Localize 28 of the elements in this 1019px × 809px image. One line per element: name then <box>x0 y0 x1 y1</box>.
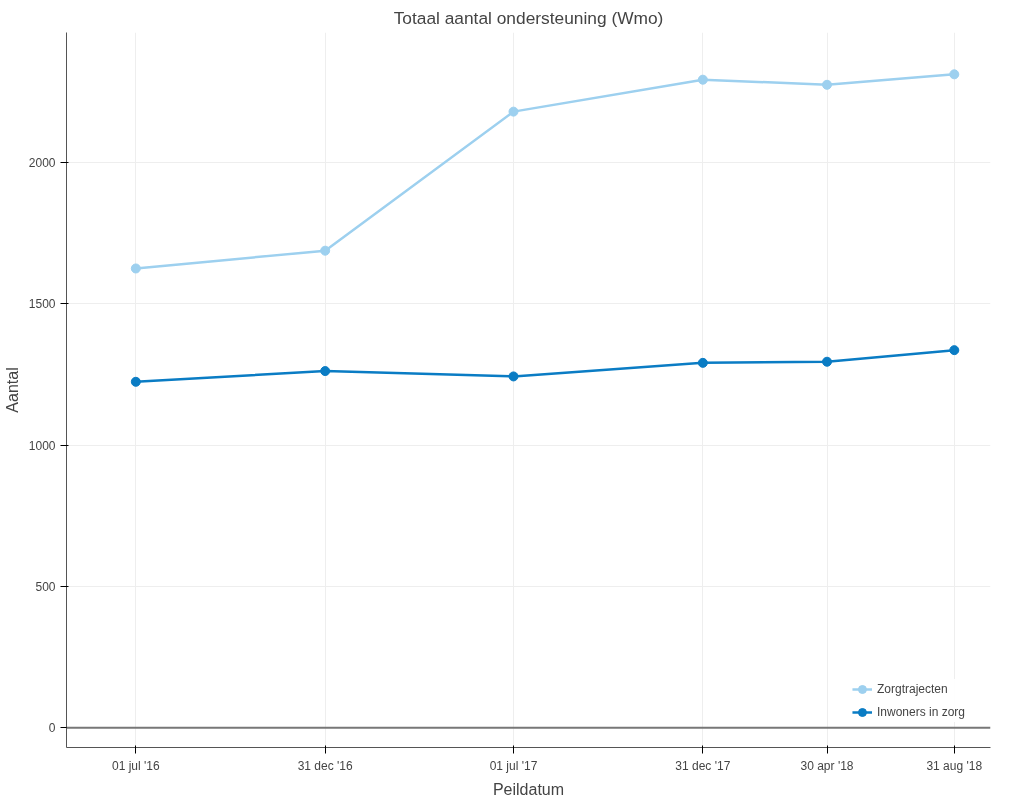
y-axis-title: Aantal <box>3 367 21 413</box>
point <box>320 245 331 256</box>
point <box>822 79 833 90</box>
legend-label: Zorgtrajecten <box>876 682 948 696</box>
point <box>130 263 141 274</box>
x-tick-label: 01 jul '17 <box>489 758 538 773</box>
point <box>508 106 519 117</box>
legend-label: Inwoners in zorg <box>876 705 965 719</box>
y-tick-label: 1500 <box>28 297 56 312</box>
x-tick-label: 01 jul '16 <box>112 758 160 773</box>
point <box>508 371 519 382</box>
y-tick-label: 500 <box>35 579 56 594</box>
x-tick-label: 31 aug '18 <box>926 758 983 773</box>
point <box>697 357 708 368</box>
x-tick-label: 31 dec '16 <box>297 758 354 773</box>
point <box>130 376 141 387</box>
point <box>949 345 960 356</box>
x-axis-title: Peildatum <box>492 780 565 798</box>
y-tick-label: 1000 <box>28 438 56 453</box>
x-tick-label: 31 dec '17 <box>675 758 731 773</box>
y-tick-label: 0 <box>48 721 56 736</box>
point <box>949 69 960 80</box>
point <box>697 74 708 85</box>
point <box>822 356 833 367</box>
chart-title: Totaal aantal ondersteuning (Wmo) <box>393 7 664 28</box>
x-tick-label: 30 apr '18 <box>800 758 854 773</box>
y-tick-label: 2000 <box>28 156 56 170</box>
point <box>320 366 331 377</box>
